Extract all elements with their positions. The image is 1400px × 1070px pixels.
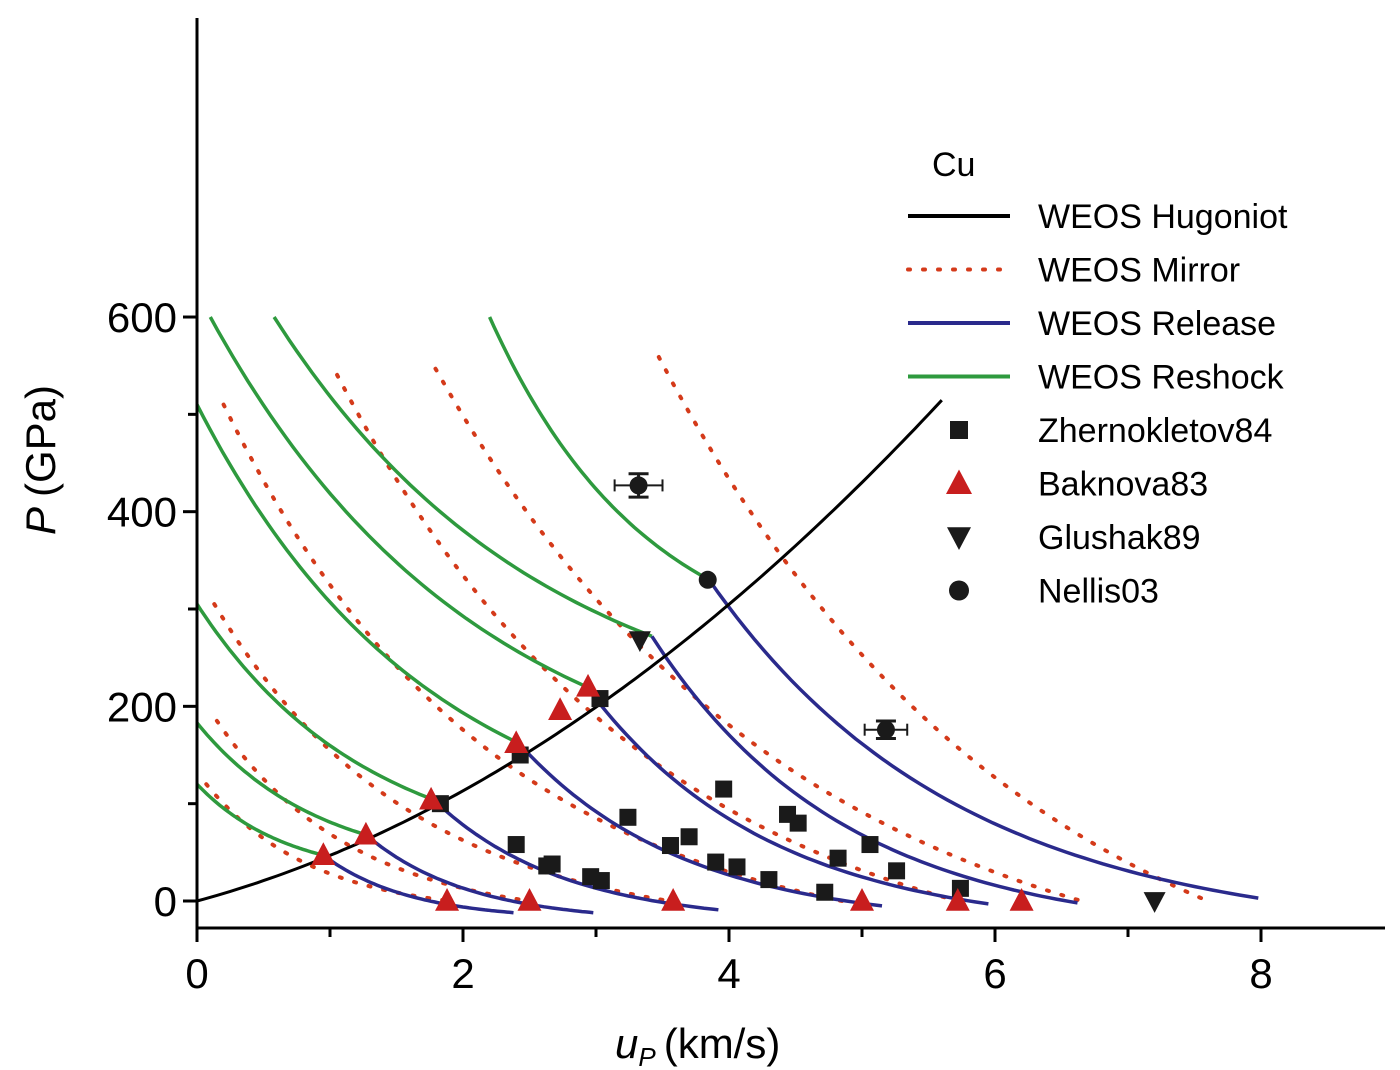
reshock-curve — [272, 316, 653, 638]
legend-label: Glushak89 — [1038, 519, 1201, 557]
nellis03-point — [629, 476, 648, 495]
baknova83-point — [435, 888, 460, 911]
reshock-curve — [195, 403, 520, 745]
baknova83-point — [548, 697, 573, 720]
legend-label: WEOS Reshock — [1038, 359, 1285, 397]
x-axis-title-symbol: u — [615, 1020, 638, 1067]
zhernokletov84-point — [760, 871, 778, 889]
zhernokletov84-point — [661, 837, 679, 855]
x-axis-title-subscript: P — [638, 1042, 656, 1070]
reshock-curve — [208, 316, 588, 689]
mirror-curve — [656, 355, 1210, 903]
glushak89-point — [1143, 892, 1166, 913]
x-axis-title: uP (km/s) — [615, 1020, 780, 1070]
y-axis-title: P (GPa) — [17, 385, 64, 535]
baknova83-point — [504, 730, 529, 754]
legend-label: WEOS Mirror — [1038, 252, 1240, 290]
nellis03-point — [698, 570, 717, 589]
legend-square-swatch — [950, 421, 968, 439]
x-tick-label: 6 — [983, 950, 1006, 997]
legend-label: WEOS Hugoniot — [1038, 198, 1288, 236]
release-curve — [707, 578, 1259, 900]
release-curve — [322, 853, 514, 915]
x-tick-label: 8 — [1249, 950, 1272, 997]
baknova83-point — [419, 786, 444, 810]
baknova83-point — [661, 888, 686, 911]
legend-label: WEOS Release — [1038, 305, 1276, 343]
x-tick-label: 4 — [717, 950, 740, 997]
legend-label: Baknova83 — [1038, 466, 1208, 504]
baknova83-point — [850, 888, 874, 911]
y-tick-label: 0 — [154, 878, 177, 925]
reshock-curve — [195, 721, 367, 837]
zhernokletov84-point — [861, 836, 879, 854]
zhernokletov84-point — [829, 849, 847, 867]
x-axis-title-unit: (km/s) — [664, 1020, 781, 1067]
reshock-curve — [195, 603, 435, 802]
nellis03-point — [876, 720, 895, 739]
y-axis-title-unit: (GPa) — [17, 385, 64, 497]
material-annotation: Cu — [932, 146, 975, 184]
mirror-curve — [204, 782, 452, 903]
baknova83-point — [1009, 888, 1034, 911]
glushak89-point — [628, 631, 651, 653]
zhernokletov84-point — [707, 853, 725, 871]
zhernokletov84-point — [680, 828, 698, 846]
legend-triangle-down-swatch — [947, 527, 971, 550]
baknova83-point — [517, 888, 542, 911]
zhernokletov84-point — [888, 862, 906, 880]
zhernokletov84-point — [728, 858, 746, 876]
release-curve — [585, 685, 989, 906]
legend-triangle-up-swatch — [946, 469, 972, 495]
mirror-curve — [335, 372, 960, 903]
zhernokletov84-point — [715, 780, 733, 798]
legend: Cu WEOS Hugoniot WEOS Mirror WEOS Release W… — [906, 146, 1288, 611]
baknova83-point — [311, 842, 336, 865]
zhernokletov84-point — [507, 836, 525, 854]
baknova83-point — [945, 888, 970, 911]
zhernokletov84-point — [619, 808, 637, 826]
y-axis-title-symbol: P — [17, 507, 64, 535]
y-tick-label: 400 — [107, 489, 177, 536]
plot-markers — [311, 472, 1166, 913]
zhernokletov84-point — [543, 855, 561, 873]
legend-circle-swatch — [949, 580, 969, 601]
legend-label: Nellis03 — [1038, 573, 1159, 611]
mirror-curve — [214, 718, 532, 903]
zhernokletov84-point — [592, 872, 610, 890]
zhernokletov84-point — [789, 814, 807, 832]
baknova83-point — [353, 821, 378, 845]
mirror-curve — [212, 602, 672, 903]
hugoniot-curve — [196, 399, 943, 903]
axes: 0 2 4 6 8 0 200 400 600 — [107, 18, 1385, 997]
reshock-curve — [195, 782, 324, 857]
y-tick-label: 600 — [107, 294, 177, 341]
x-tick-label: 0 — [185, 950, 208, 997]
reshock-curve — [488, 316, 710, 582]
mirror-curve — [433, 366, 1084, 903]
y-tick-label: 200 — [107, 683, 177, 730]
baknova83-point — [576, 673, 601, 697]
zhernokletov84-point — [816, 883, 834, 901]
plot-curves — [195, 316, 1259, 915]
x-tick-label: 2 — [451, 950, 474, 997]
release-curve — [364, 833, 594, 915]
legend-label: Zhernokletov84 — [1038, 412, 1272, 450]
